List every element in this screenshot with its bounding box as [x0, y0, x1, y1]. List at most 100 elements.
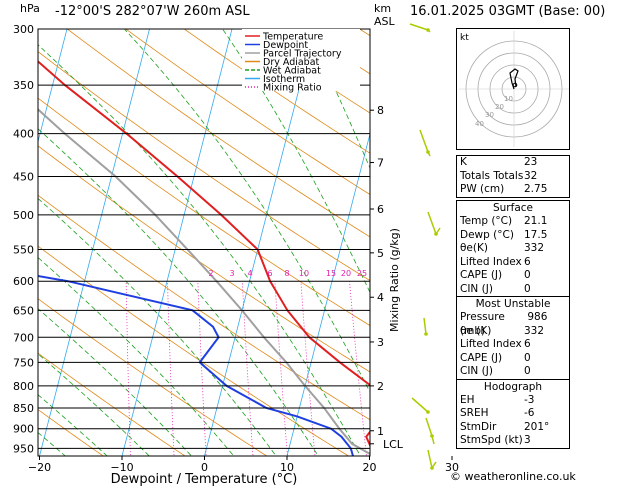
credit-text: © weatheronline.co.uk [450, 470, 576, 483]
mixing-ratio-line [197, 281, 207, 456]
mixing-ratio-label: 3 [229, 269, 234, 278]
wet-adiabat-line [123, 29, 370, 393]
x-tick-label: −10 [110, 461, 133, 474]
isotherm-line [614, 17, 629, 467]
x-tick-label: −20 [28, 461, 51, 474]
pressure-tick-label: 350 [13, 79, 34, 92]
legend-entry: Isotherm [263, 74, 305, 85]
km-tick-label: 1 [377, 425, 384, 438]
wet-adiabat-line [222, 29, 370, 294]
legend-entry: Dewpoint [263, 40, 308, 51]
mu-row: Lifted Index 6 [460, 338, 531, 350]
mixing-ratio-label: 25 [357, 269, 367, 278]
x-tick-label: 30 [445, 461, 459, 474]
surface-row: CIN (J) 0 [460, 282, 531, 295]
isotherm-line [204, 29, 315, 456]
index-row: Totals Totals 32 [460, 169, 538, 182]
dry-adiabat-line [38, 194, 370, 421]
hodo-row: StmSpd (kt) 3 [460, 434, 531, 446]
pressure-tick-label: 400 [13, 128, 34, 141]
wet-adiabat-line [38, 256, 235, 456]
mixing-ratio-label: 20 [341, 269, 351, 278]
dry-adiabat-line [66, 29, 370, 238]
legend-entry: Temperature [262, 32, 323, 43]
surface-row: Temp (°C) 21.1 [460, 215, 548, 227]
pressure-tick-label: 750 [13, 356, 34, 369]
km-tick-label: 3 [377, 336, 384, 349]
dry-adiabat-line [38, 51, 370, 282]
legend-entry: Mixing Ratio [263, 83, 322, 94]
wet-adiabat-line [38, 431, 66, 456]
mu-row: CAPE (J) 0 [460, 351, 531, 364]
wind-barb-point [426, 150, 430, 154]
lcl-label: LCL [383, 438, 404, 451]
pressure-tick-label: 600 [13, 275, 34, 288]
km-tick-label: 2 [377, 380, 384, 393]
x-axis-title: Dewpoint / Temperature (°C) [111, 472, 298, 486]
pressure-tick-label: 550 [13, 244, 34, 257]
isotherm-line [38, 29, 68, 144]
hodo-ring-40: 40 [475, 120, 484, 128]
mu-row: CIN (J) 0 [460, 365, 531, 377]
wind-barb [427, 211, 437, 235]
wind-barb [409, 23, 429, 31]
series-line [38, 274, 354, 456]
km-tick-label: 4 [377, 291, 384, 304]
km-tick-label: 8 [377, 104, 384, 117]
pressure-tick-label: 300 [13, 23, 34, 36]
km-tick-label: 7 [377, 157, 384, 170]
station-location: -12°00'S 282°07'W 260m ASL [55, 4, 250, 19]
asl-unit-label: ASL [374, 15, 396, 28]
pressure-unit-label: hPa [20, 2, 40, 15]
wind-barb-point [424, 332, 428, 336]
forecast-datetime: 16.01.2025 03GMT (Base: 00) [410, 4, 606, 19]
mixing-ratio-label: 8 [284, 269, 289, 278]
hodo-row: EH -3 [460, 393, 535, 406]
x-tick-label: 0 [201, 461, 208, 474]
hodograph-unit: kt [460, 33, 469, 43]
surface-table: Surface Temp (°C) 21.1 Dewp (°C) 17.5 θe(K… [456, 200, 570, 449]
dry-adiabat-line [38, 245, 350, 456]
hodo-row: StmDir 201° [460, 420, 550, 433]
mu-row: θe (K) 332 [460, 324, 545, 337]
pressure-tick-label: 800 [13, 380, 34, 393]
hodo-ring-10: 10 [504, 95, 513, 103]
hodograph-trace [509, 68, 519, 90]
pressure-tick-label: 450 [13, 171, 34, 184]
surface-row: θe(K) 332 [460, 242, 545, 254]
dry-adiabat-line [38, 97, 370, 327]
x-tick-label: 20 [363, 461, 377, 474]
km-unit-label: km [374, 2, 391, 15]
pressure-tick-label: 700 [13, 331, 34, 344]
wet-adiabat-line [38, 128, 319, 456]
wind-barb [427, 449, 433, 469]
pressure-tick-label: 900 [13, 423, 34, 436]
wind-barbs [409, 23, 441, 470]
km-tick-label: 6 [377, 203, 384, 216]
mixing-ratio-label: 6 [267, 269, 272, 278]
mixing-ratio-axis-title: Mixing Ratio (g/kg) [388, 228, 401, 332]
mixing-ratio-line [241, 281, 254, 456]
legend-entry: Parcel Trajectory [263, 49, 342, 60]
wind-barb [423, 317, 427, 335]
mixing-ratio-label: 2 [208, 269, 213, 278]
surface-row: Dewp (°C) 17.5 [460, 228, 548, 241]
legend-entry: Dry Adiabat [263, 57, 320, 68]
hodograph-panel: kt 10 20 30 40 [456, 28, 570, 150]
legend-entry: Wet Adiabat [263, 66, 321, 77]
hodo-ring-20: 20 [495, 103, 504, 111]
wind-barb-point [430, 434, 434, 438]
wind-barb [419, 129, 429, 153]
mixing-ratio-label: 15 [326, 269, 336, 278]
mixing-ratio-line [167, 281, 175, 456]
wind-barb [425, 417, 433, 437]
dry-adiabat-line [125, 29, 370, 195]
isotherm-line [121, 29, 233, 456]
wind-barb-point [430, 466, 434, 470]
wind-barb-point [434, 232, 438, 236]
wet-adiabat-line [38, 197, 277, 456]
pressure-tick-label: 650 [13, 304, 34, 317]
hodo-ring-30: 30 [485, 111, 494, 119]
